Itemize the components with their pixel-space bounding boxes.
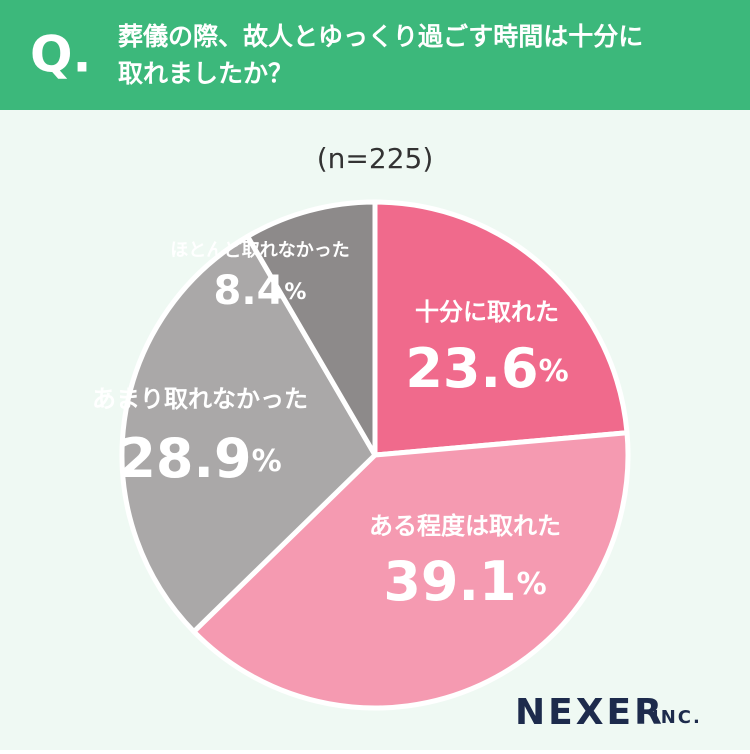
- chart-title: 取れましたか？: [118, 59, 293, 88]
- pie-slice: [119, 233, 378, 635]
- pie: [119, 199, 631, 711]
- category-label: ほとんど取れなかった: [170, 240, 349, 261]
- category-label: ある程度は取れた: [369, 512, 561, 540]
- pie-slice: [245, 199, 378, 458]
- question-mark: Q.: [30, 26, 92, 84]
- logo-suffix: INC.: [652, 707, 702, 728]
- value-label: 8.4%: [214, 268, 307, 314]
- value-label: 28.9%: [118, 427, 281, 490]
- logo-name: NEXER: [515, 692, 665, 733]
- pie-slice: [191, 430, 631, 711]
- pie-slice: [372, 199, 630, 458]
- labels: 十分に取れた 23.6% ある程度は取れた 39.1% あまり取れなかった 28.9% ほと…: [92, 240, 569, 613]
- category-label: 十分に取れた: [415, 298, 559, 326]
- category-label: あまり取れなかった: [92, 385, 308, 413]
- header: [0, 0, 750, 110]
- subtitle: (n=225): [317, 142, 434, 175]
- chart-title: 葬儀の際、故人とゆっくり過ごす時間は十分に: [118, 22, 643, 51]
- value-label: 23.6%: [405, 337, 568, 400]
- value-label: 39.1%: [383, 550, 546, 613]
